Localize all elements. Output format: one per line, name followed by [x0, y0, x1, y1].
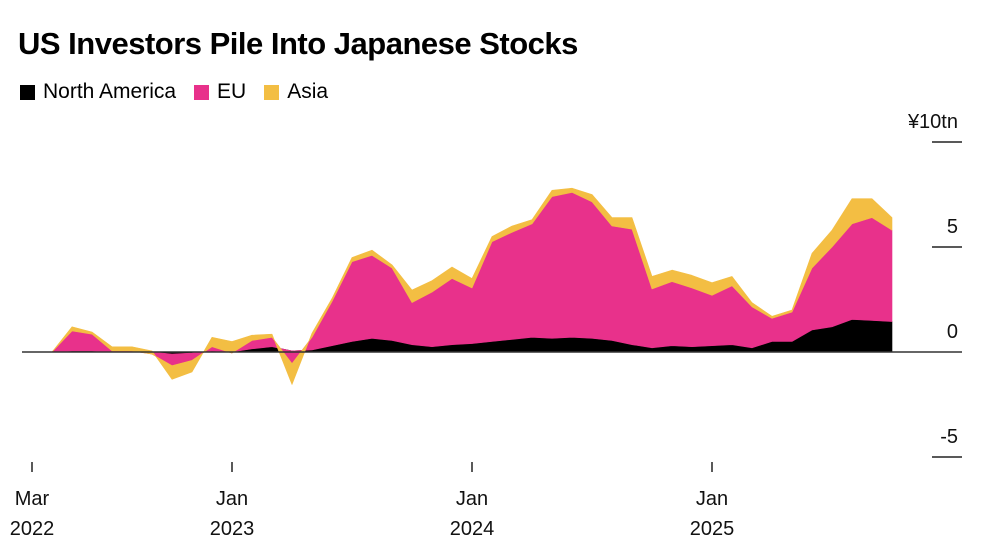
- legend-label: EU: [217, 80, 247, 103]
- y-tick-label: -5: [940, 426, 958, 448]
- x-tick-label: Mar: [15, 488, 50, 510]
- y-tick-label: 5: [947, 216, 958, 238]
- legend-item-north-america: North America: [20, 80, 176, 104]
- x-tick-label: 2022: [10, 518, 55, 540]
- legend-swatch-north-america: [20, 84, 35, 100]
- legend-item-eu: EU: [194, 80, 246, 104]
- area-asia: [51, 187, 893, 385]
- x-tick-label: 2023: [210, 518, 255, 540]
- chart-title: US Investors Pile Into Japanese Stocks: [18, 26, 578, 61]
- x-tick-label: Jan: [456, 488, 488, 510]
- legend-label: North America: [43, 80, 177, 103]
- y-tick-label: 0: [947, 321, 958, 343]
- legend-swatch-asia: [264, 84, 280, 100]
- x-tick-label: Jan: [216, 488, 248, 510]
- legend: North America EU Asia: [20, 80, 346, 104]
- x-tick-label: 2024: [450, 518, 495, 540]
- legend-label: Asia: [287, 80, 329, 103]
- x-tick-label: Jan: [696, 488, 728, 510]
- legend-swatch-eu: [194, 84, 210, 100]
- x-tick-label: 2025: [690, 518, 735, 540]
- y-tick-label: ¥10tn: [907, 111, 958, 133]
- legend-item-asia: Asia: [264, 80, 328, 104]
